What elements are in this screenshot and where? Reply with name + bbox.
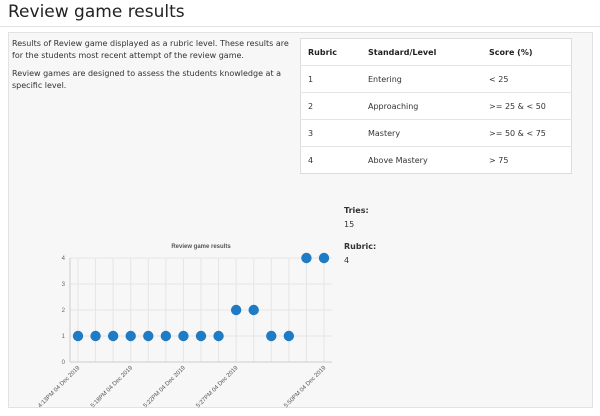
y-tick-label: 1 (62, 334, 66, 340)
data-point (266, 330, 277, 342)
column-header-rubric: Rubric (308, 47, 338, 57)
tries-label: Tries: (344, 206, 369, 215)
data-point (178, 330, 189, 342)
table-header-row: Rubric Standard/Level Score (%) (301, 39, 572, 66)
chart-title: Review game results (171, 244, 231, 250)
cell-rubric: 1 (300, 65, 361, 93)
data-point (318, 252, 330, 264)
cell-score: < 25 (482, 65, 572, 93)
table-row: 2 Approaching >= 25 & < 50 (300, 92, 572, 120)
cell-rubric: 4 (300, 146, 361, 174)
data-point (283, 330, 295, 342)
cell-level: Mastery (361, 119, 482, 147)
y-tick-label: 3 (62, 282, 66, 288)
data-point (195, 330, 207, 342)
review-results-chart: Review game results 0 1 2 3 4 4:13PM 04 Dec 20… (6, 205, 336, 409)
data-point (72, 330, 84, 342)
rubric-label: Rubric: (344, 242, 377, 251)
column-header-level: Standard/Level (368, 47, 437, 57)
intro-paragraph-2: Review games are designed to assess the … (12, 69, 282, 90)
cell-level: Above Mastery (361, 146, 482, 174)
header-divider (0, 26, 600, 27)
cell-rubric: 3 (300, 119, 361, 147)
y-tick-label: 2 (62, 308, 66, 314)
intro-paragraph-1: Results of Review game displayed as a ru… (12, 39, 289, 60)
y-tick-label: 4 (62, 256, 66, 262)
column-header-score: Score (%) (489, 47, 533, 57)
data-point (213, 330, 224, 342)
table-row: 4 Above Mastery > 75 (300, 146, 572, 174)
cell-score: >= 50 & < 75 (482, 119, 572, 147)
data-point (301, 252, 312, 264)
data-point (160, 330, 172, 342)
cell-score: > 75 (482, 146, 572, 174)
page-title: Review game results (8, 2, 185, 22)
cell-level: Approaching (361, 92, 482, 120)
results-stats: Tries: 15 Rubric: 4 (344, 206, 376, 278)
cell-level: Entering (361, 65, 482, 93)
cell-score: >= 25 & < 50 (482, 92, 572, 120)
cell-rubric: 2 (300, 92, 361, 120)
rubric-table: Rubric Standard/Level Score (%) 1 Enteri… (300, 38, 572, 174)
table-row: 1 Entering < 25 (300, 65, 572, 93)
y-tick-label: 0 (62, 360, 66, 366)
data-point (230, 304, 242, 316)
intro-text: Results of Review game displayed as a ru… (12, 38, 296, 98)
data-point (107, 330, 119, 342)
data-point (248, 304, 259, 316)
data-point (143, 330, 154, 342)
data-point (125, 330, 136, 342)
rubric-value: 4 (344, 256, 350, 265)
data-point (90, 330, 101, 342)
tries-value: 15 (344, 220, 355, 229)
table-row: 3 Mastery >= 50 & < 75 (300, 119, 572, 147)
